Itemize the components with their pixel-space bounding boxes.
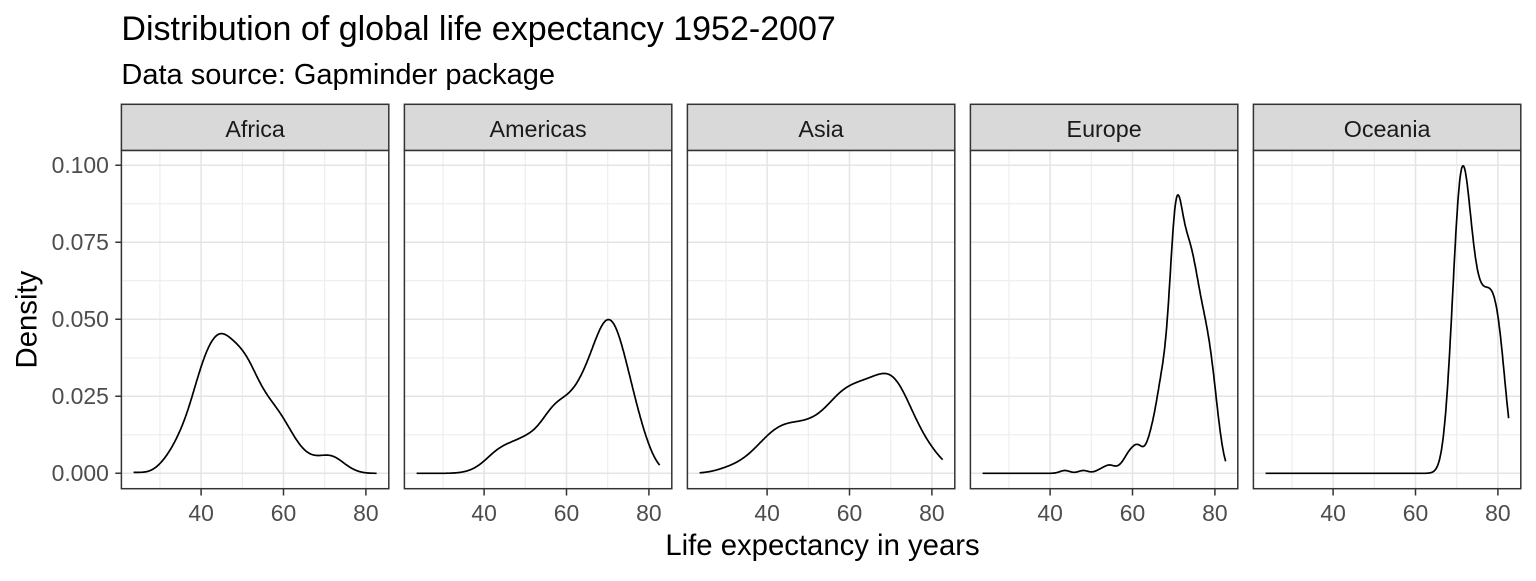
svg-text:40: 40 [754, 500, 779, 526]
svg-text:60: 60 [1120, 500, 1145, 526]
svg-text:40: 40 [188, 500, 213, 526]
svg-text:Life expectancy in years: Life expectancy in years [665, 529, 979, 562]
svg-text:60: 60 [837, 500, 862, 526]
svg-text:0.000: 0.000 [52, 460, 109, 486]
svg-text:0.050: 0.050 [52, 306, 109, 332]
svg-text:40: 40 [471, 500, 496, 526]
svg-text:Asia: Asia [798, 116, 843, 142]
svg-text:60: 60 [1403, 500, 1428, 526]
svg-text:Americas: Americas [490, 116, 587, 142]
svg-text:40: 40 [1320, 500, 1345, 526]
svg-text:80: 80 [1485, 500, 1510, 526]
svg-text:80: 80 [1202, 500, 1227, 526]
svg-text:80: 80 [919, 500, 944, 526]
svg-text:80: 80 [353, 500, 378, 526]
svg-text:Distribution of global life ex: Distribution of global life expectancy 1… [121, 10, 835, 48]
svg-text:Oceania: Oceania [1344, 116, 1431, 142]
svg-text:0.075: 0.075 [52, 229, 109, 255]
svg-text:Data source: Gapminder package: Data source: Gapminder package [121, 59, 555, 91]
svg-text:Africa: Africa [225, 116, 285, 142]
svg-text:60: 60 [554, 500, 579, 526]
svg-text:40: 40 [1037, 500, 1062, 526]
svg-text:Density: Density [11, 270, 44, 368]
svg-text:Europe: Europe [1067, 116, 1142, 142]
svg-text:80: 80 [636, 500, 661, 526]
svg-text:0.025: 0.025 [52, 383, 109, 409]
svg-text:60: 60 [271, 500, 296, 526]
svg-text:0.100: 0.100 [52, 152, 109, 178]
